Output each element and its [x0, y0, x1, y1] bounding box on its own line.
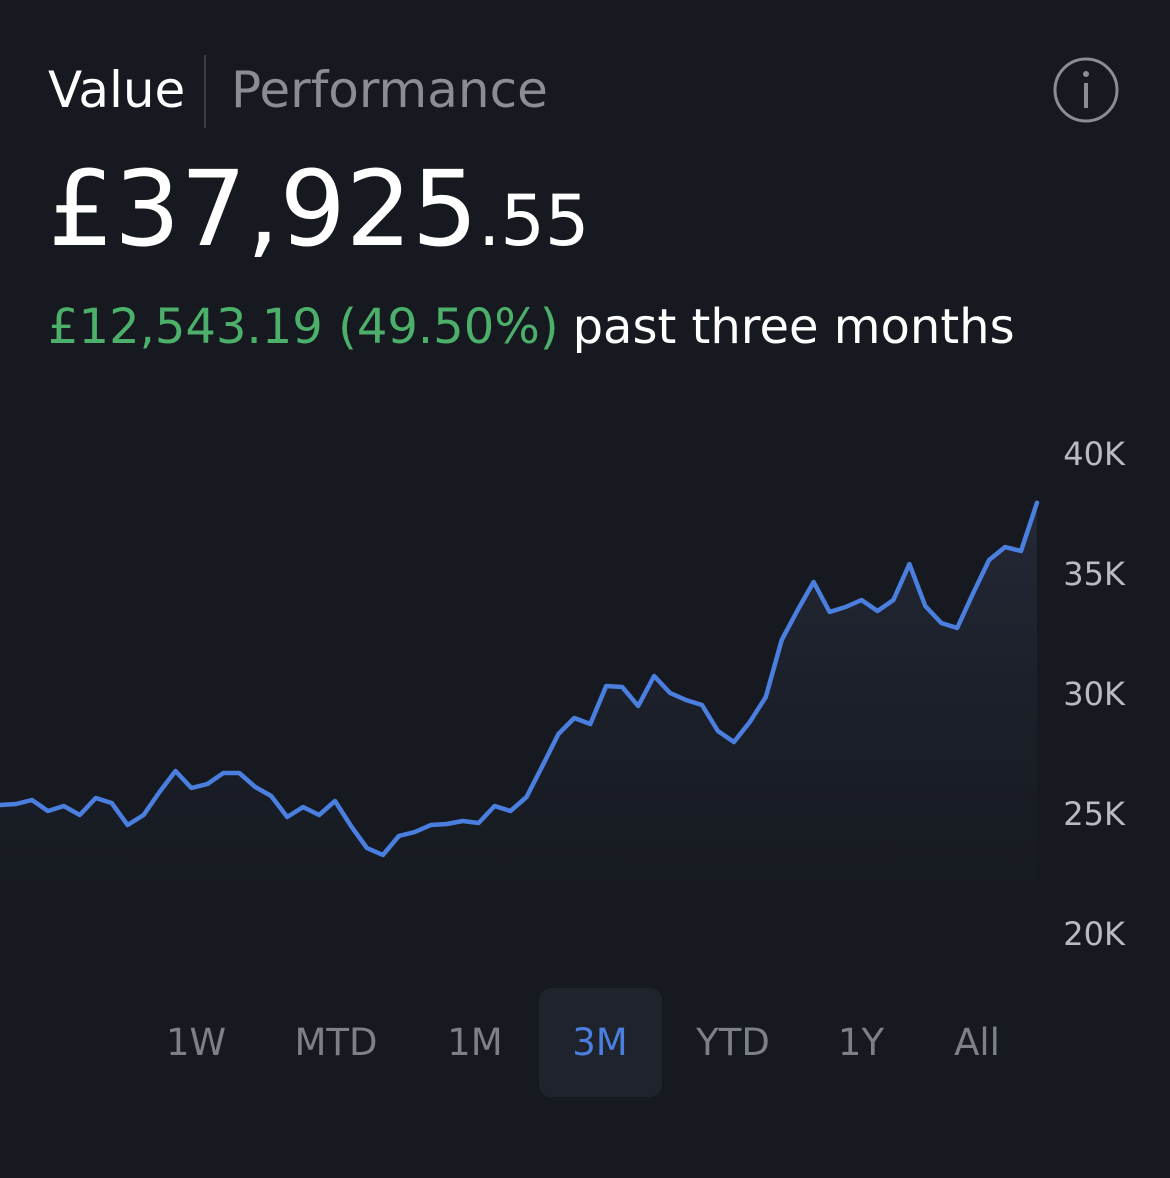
- y-tick-label: 35K: [1063, 555, 1126, 593]
- tab[interactable]: Value: [48, 61, 185, 119]
- range-label: 3M: [572, 1021, 627, 1064]
- range-button[interactable]: 1M: [447, 1021, 502, 1064]
- range-button[interactable]: All: [954, 1021, 1000, 1064]
- range-label: All: [954, 1021, 1000, 1064]
- range-button[interactable]: MTD: [294, 1021, 377, 1064]
- info-stem: [1084, 83, 1088, 108]
- info-dot: [1083, 71, 1089, 77]
- range-label: 1Y: [838, 1021, 885, 1064]
- tab[interactable]: Performance: [231, 61, 548, 119]
- range-label: YTD: [695, 1021, 770, 1064]
- y-tick-label: 40K: [1063, 435, 1126, 473]
- range-button[interactable]: 1Y: [838, 1021, 885, 1064]
- range-selected-bg: [539, 988, 662, 1097]
- change-period: past three months: [573, 299, 1015, 355]
- y-tick-label: 25K: [1063, 795, 1126, 833]
- change-line: £12,543.19 (49.50%) past three months: [48, 299, 1015, 355]
- range-label: MTD: [294, 1021, 377, 1064]
- range-button[interactable]: YTD: [695, 1021, 770, 1064]
- total-value-decimal: .55: [478, 180, 589, 262]
- change-amount: £12,543.19 (49.50%): [48, 299, 559, 355]
- range-button[interactable]: 3M: [539, 988, 662, 1097]
- line: [0, 500, 1040, 858]
- range-button[interactable]: 1W: [166, 1021, 226, 1064]
- info-circle: [1053, 57, 1119, 123]
- range-label: 1W: [166, 1021, 226, 1064]
- y-tick-label: 30K: [1063, 675, 1126, 713]
- range-label: 1M: [447, 1021, 502, 1064]
- y-tick-label: 20K: [1063, 915, 1126, 953]
- info-button[interactable]: [1053, 57, 1119, 123]
- total-value: £37,925.55: [48, 148, 589, 270]
- total-value-main: £37,925: [48, 148, 478, 270]
- area: [0, 502, 1037, 880]
